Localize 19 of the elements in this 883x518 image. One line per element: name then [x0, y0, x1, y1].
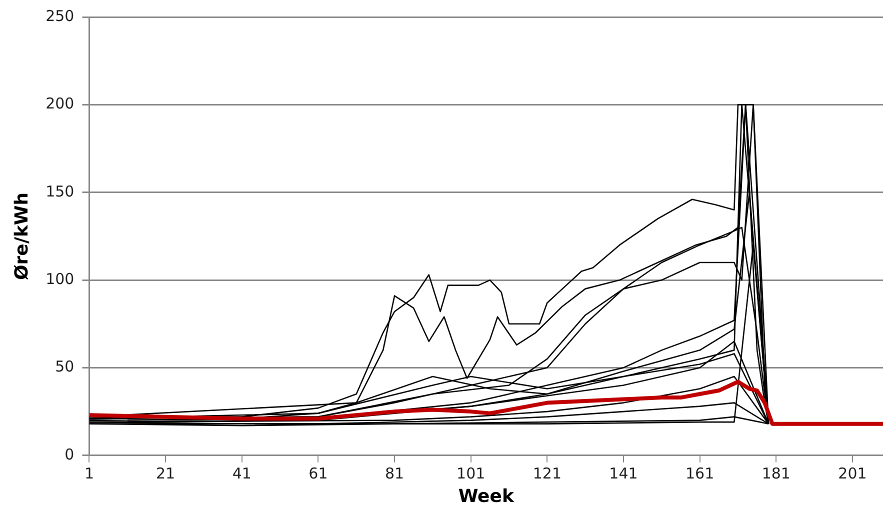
x-tick-label: 161	[686, 464, 714, 482]
y-tick-label: 50	[55, 358, 74, 376]
x-tick-label: 81	[384, 464, 404, 482]
y-tick-label: 150	[46, 182, 74, 200]
y-axis-title: Øre/kWh	[11, 192, 32, 280]
x-tick-label: 141	[609, 464, 638, 482]
y-tick-label: 0	[64, 445, 74, 464]
x-tick-label: 181	[762, 464, 790, 482]
x-tick-label: 201	[838, 464, 867, 482]
y-tick-label: 250	[46, 6, 74, 25]
x-tick-label: 41	[232, 464, 252, 482]
x-axis-title: Week	[458, 486, 515, 507]
x-tick-label: 121	[532, 464, 562, 482]
y-tick-label: 100	[46, 270, 74, 288]
y-tick-label: 200	[46, 94, 74, 113]
x-tick-label: 61	[308, 464, 328, 482]
x-tick-label: 1	[84, 464, 94, 482]
x-tick-label: 101	[456, 464, 486, 482]
x-tick-label: 21	[156, 464, 176, 482]
